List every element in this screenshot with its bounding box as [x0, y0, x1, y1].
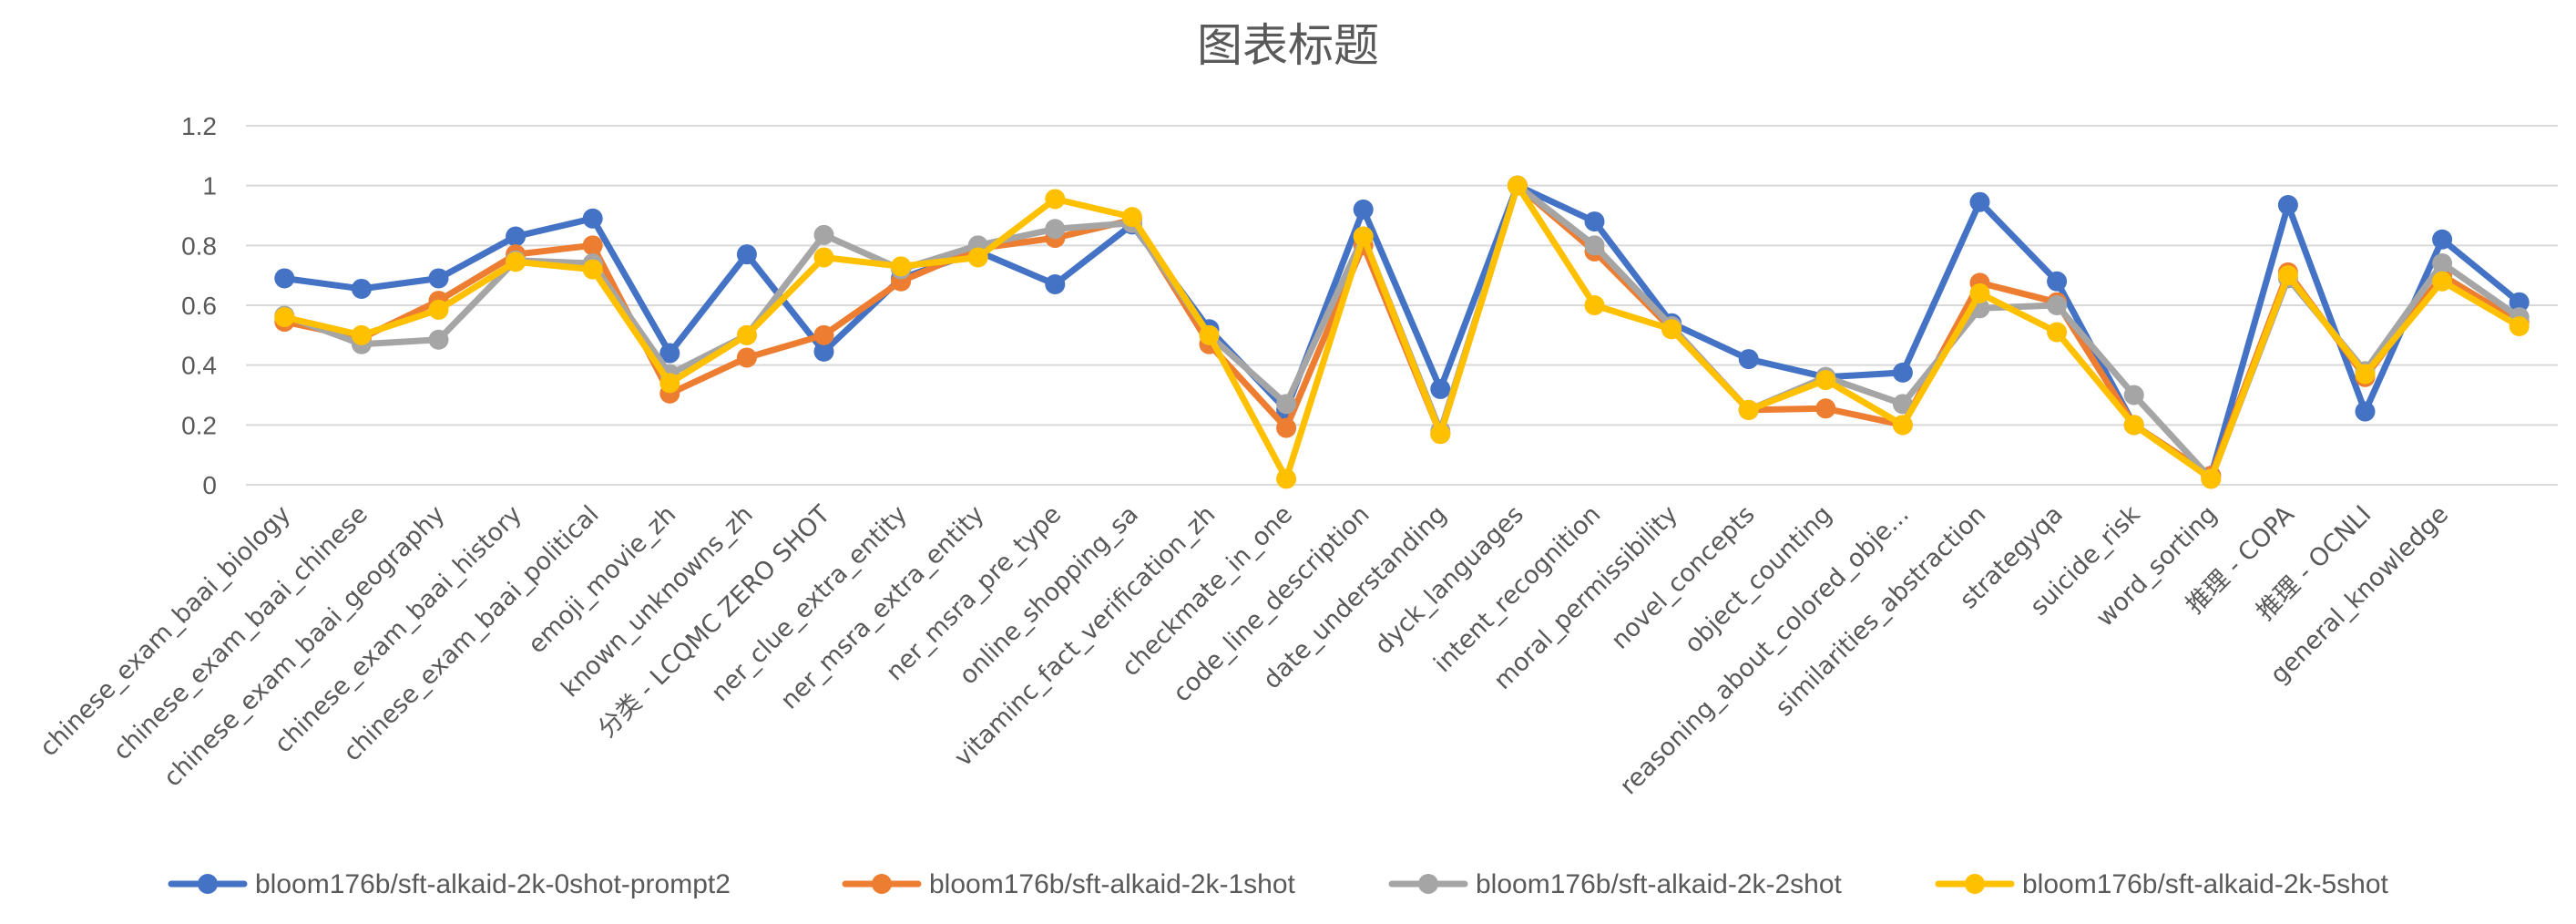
- data-point: [659, 343, 680, 364]
- data-point: [2047, 271, 2068, 292]
- data-point: [2123, 385, 2144, 406]
- legend-item: bloom176b/sft-alkaid-2k-0shot-prompt2: [168, 869, 731, 899]
- data-point: [428, 299, 449, 320]
- y-tick-label: 0: [202, 471, 217, 499]
- data-point: [1121, 207, 1142, 228]
- series-lines: [274, 175, 2530, 489]
- data-point: [1045, 274, 1066, 295]
- data-point: [1276, 394, 1297, 415]
- data-point: [1969, 282, 1990, 303]
- data-point: [2277, 195, 2298, 216]
- data-point: [1661, 319, 1682, 340]
- data-point: [1892, 362, 1913, 383]
- data-point: [736, 244, 757, 265]
- data-point: [1045, 189, 1066, 210]
- data-point: [582, 235, 603, 256]
- y-tick-label: 0.8: [181, 231, 217, 260]
- data-point: [1276, 468, 1297, 489]
- legend-swatch-marker: [872, 874, 892, 894]
- data-point: [2432, 271, 2453, 292]
- legend-swatch-marker: [1965, 874, 1985, 894]
- data-point: [351, 324, 372, 345]
- data-point: [891, 256, 912, 277]
- legend-swatch-marker: [198, 874, 218, 894]
- gridlines: [246, 125, 2558, 486]
- legend-item: bloom176b/sft-alkaid-2k-2shot: [1388, 869, 1843, 899]
- data-point: [1584, 235, 1605, 256]
- data-point: [2047, 295, 2068, 315]
- data-point: [2432, 253, 2453, 274]
- data-point: [1738, 399, 1759, 420]
- data-point: [1045, 219, 1066, 240]
- y-axis-ticks: 0 0.2 0.4 0.6 0.8 1 1.2: [181, 112, 217, 499]
- data-point: [659, 373, 680, 394]
- data-point: [1276, 417, 1297, 438]
- data-point: [1584, 211, 1605, 232]
- data-point: [274, 307, 295, 328]
- data-point: [582, 259, 603, 280]
- data-point: [813, 324, 834, 345]
- data-point: [428, 268, 449, 289]
- data-point: [351, 278, 372, 299]
- data-point: [2509, 292, 2530, 313]
- legend: bloom176b/sft-alkaid-2k-0shot-prompt2 blo…: [168, 869, 2389, 899]
- data-point: [2509, 315, 2530, 336]
- data-point: [1353, 199, 1374, 220]
- y-tick-label: 1: [202, 172, 217, 200]
- data-point: [1507, 175, 1528, 196]
- data-point: [2123, 415, 2144, 436]
- data-point: [1815, 398, 1836, 419]
- data-point: [1892, 415, 1913, 436]
- data-point: [2355, 401, 2376, 422]
- y-tick-label: 0.2: [181, 411, 217, 439]
- legend-label: bloom176b/sft-alkaid-2k-1shot: [929, 869, 1296, 899]
- data-point: [1815, 370, 1836, 391]
- series-line: [281, 182, 2523, 482]
- legend-item: bloom176b/sft-alkaid-2k-5shot: [1935, 869, 2389, 899]
- data-point: [813, 341, 834, 362]
- y-tick-label: 0.6: [181, 292, 217, 320]
- data-point: [2201, 468, 2222, 489]
- data-point: [1430, 424, 1451, 445]
- data-point: [506, 226, 526, 247]
- y-tick-label: 0.4: [181, 352, 217, 380]
- data-point: [736, 347, 757, 368]
- data-point: [1738, 349, 1759, 370]
- data-point: [1584, 295, 1605, 315]
- legend-label: bloom176b/sft-alkaid-2k-2shot: [1476, 869, 1843, 899]
- legend-swatch-marker: [1418, 874, 1438, 894]
- data-point: [428, 329, 449, 350]
- data-point: [967, 247, 988, 268]
- data-point: [582, 208, 603, 229]
- legend-label: bloom176b/sft-alkaid-2k-0shot-prompt2: [255, 869, 731, 899]
- series-4: [274, 175, 2530, 489]
- data-point: [813, 247, 834, 268]
- chart-title: 图表标题: [1197, 19, 1379, 72]
- y-tick-label: 1.2: [181, 112, 217, 140]
- data-point: [2047, 322, 2068, 343]
- data-point: [1969, 191, 1990, 212]
- data-point: [1430, 378, 1451, 399]
- data-point: [506, 252, 526, 272]
- data-point: [1199, 324, 1220, 345]
- legend-item: bloom176b/sft-alkaid-2k-1shot: [842, 869, 1296, 899]
- data-point: [274, 268, 295, 289]
- data-point: [2432, 229, 2453, 250]
- data-point: [736, 324, 757, 345]
- legend-label: bloom176b/sft-alkaid-2k-5shot: [2022, 869, 2389, 899]
- data-point: [813, 224, 834, 245]
- data-point: [2277, 265, 2298, 286]
- data-point: [1353, 226, 1374, 247]
- data-point: [2355, 364, 2376, 385]
- data-point: [1892, 394, 1913, 415]
